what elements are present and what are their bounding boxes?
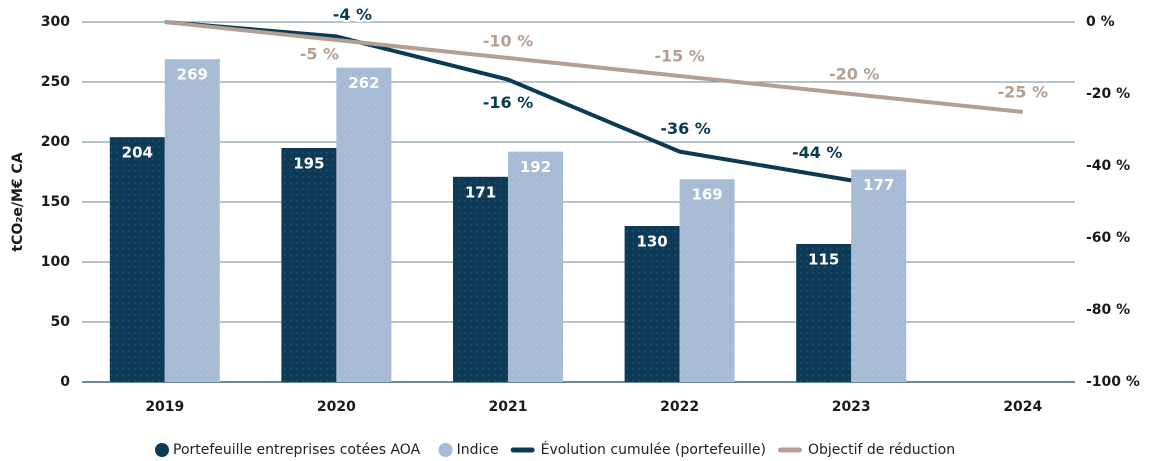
y-tick-label: 0 xyxy=(60,374,70,390)
line-value-label: -44 % xyxy=(792,143,843,162)
y-tick-label: 100 xyxy=(41,254,70,270)
bar-value-label: 195 xyxy=(293,155,324,173)
x-tick-label: 2021 xyxy=(489,399,528,415)
y2-tick-label: -100 % xyxy=(1086,374,1140,390)
bar-texture xyxy=(851,169,907,382)
line-value-label: -4 % xyxy=(333,5,372,24)
legend-label: Évolution cumulée (portefeuille) xyxy=(541,441,766,458)
legend-label: Objectif de réduction xyxy=(808,442,955,458)
bar-texture xyxy=(796,244,852,382)
x-tick-label: 2020 xyxy=(317,399,356,415)
y-tick-label: 50 xyxy=(51,314,71,330)
bar-value-label: 192 xyxy=(520,158,551,176)
line-value-label: -16 % xyxy=(483,93,534,112)
line-value-label: -36 % xyxy=(660,119,711,138)
y2-tick-label: -60 % xyxy=(1086,230,1130,246)
bar-texture xyxy=(281,148,337,382)
line xyxy=(164,20,852,183)
y-tick-label: 300 xyxy=(41,14,70,30)
legend-swatch xyxy=(777,447,802,453)
bar-texture xyxy=(679,179,735,382)
bar-value-label: 169 xyxy=(691,186,722,204)
bar-texture xyxy=(109,137,165,382)
y2-tick-label: 0 % xyxy=(1086,14,1115,30)
legend-swatch xyxy=(155,443,169,457)
legend-label: Portefeuille entreprises cotées AOA xyxy=(173,442,421,458)
line-value-label: -5 % xyxy=(300,45,339,64)
line-value-label: -10 % xyxy=(483,32,534,51)
bar-value-label: 130 xyxy=(636,233,667,251)
legend-label: Indice xyxy=(457,442,499,458)
x-tick-label: 2022 xyxy=(660,399,699,415)
bar-value-label: 171 xyxy=(465,183,496,201)
x-tick-label: 2024 xyxy=(1003,399,1042,415)
y-tick-label: 200 xyxy=(41,134,70,150)
bar-value-label: 204 xyxy=(122,144,153,162)
y-tick-label: 150 xyxy=(41,194,70,210)
bar-texture xyxy=(336,67,392,382)
bar-value-label: 177 xyxy=(863,176,894,194)
y2-tick-label: -20 % xyxy=(1086,86,1130,102)
bar-texture xyxy=(508,151,563,382)
bar-texture xyxy=(624,226,680,382)
y-axis-label: tCO₂e/M€ CA xyxy=(10,152,26,251)
line-value-label: -15 % xyxy=(654,47,705,66)
line xyxy=(164,20,1024,114)
bar-value-label: 262 xyxy=(348,74,379,92)
line-value-label: -20 % xyxy=(829,65,880,84)
bar-texture xyxy=(453,176,508,382)
x-tick-label: 2023 xyxy=(832,399,871,415)
legend-swatch xyxy=(438,443,453,457)
bar-value-label: 269 xyxy=(177,66,208,84)
legend-swatch xyxy=(510,447,535,453)
y-tick-label: 250 xyxy=(41,74,70,90)
bar-texture xyxy=(164,59,220,382)
y2-tick-label: -40 % xyxy=(1086,158,1130,174)
y2-tick-label: -80 % xyxy=(1086,302,1130,318)
line-value-label: -25 % xyxy=(998,83,1049,102)
x-tick-label: 2019 xyxy=(145,399,184,415)
bar-value-label: 115 xyxy=(808,251,839,269)
